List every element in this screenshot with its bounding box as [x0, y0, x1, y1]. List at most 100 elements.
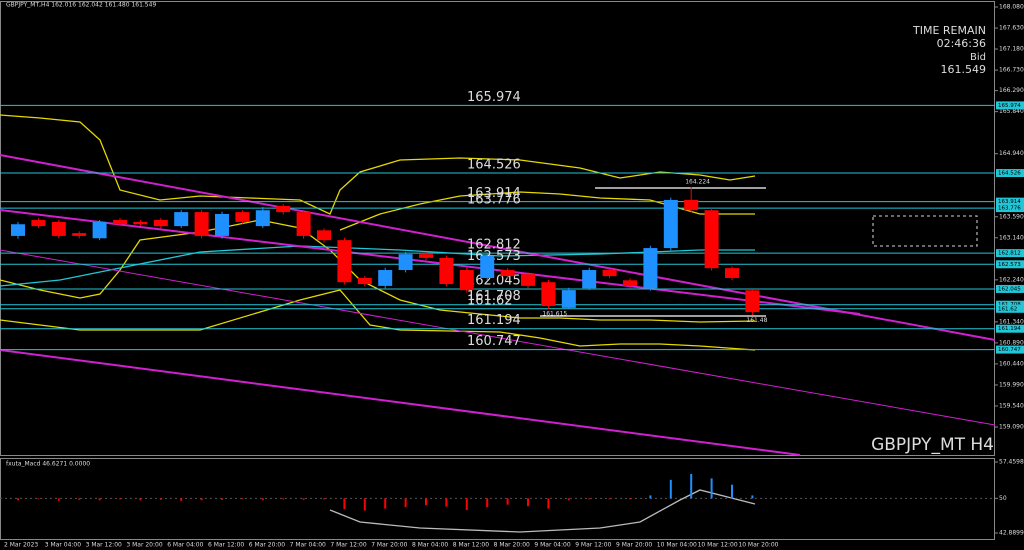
macd-bar: [241, 498, 244, 500]
candle-body: [704, 210, 719, 269]
y-tick-label: 163.590: [999, 213, 1024, 220]
candle-body: [296, 212, 311, 236]
candle-body: [174, 212, 189, 227]
candle-body: [255, 210, 270, 227]
y-tick-label: 160.440: [999, 360, 1024, 367]
x-tick-label: 9 Mar 04:00: [534, 542, 570, 549]
level-box: [996, 101, 1024, 110]
macd-bar: [710, 478, 713, 499]
x-tick-label: 7 Mar 12:00: [330, 542, 366, 549]
candle-body: [11, 224, 25, 236]
main-frame: [0, 1, 995, 456]
candle-body: [582, 270, 597, 289]
info-timer: 02:46:36: [937, 37, 986, 50]
candle-body: [561, 290, 576, 308]
sub-title: fxuta_Macd 46.6271 0.0000: [6, 461, 90, 468]
macd-bar: [17, 498, 19, 501]
macd-bar: [78, 498, 81, 500]
x-tick-label: 10 Mar 20:00: [738, 542, 778, 549]
macd-bar: [282, 498, 285, 500]
candle-body: [745, 290, 760, 313]
macd-bar: [588, 498, 591, 500]
macd-bar: [506, 498, 509, 505]
candle-body: [419, 254, 433, 258]
macd-bar: [731, 484, 733, 499]
x-tick-label: 9 Mar 12:00: [575, 542, 611, 549]
x-tick-label: 10 Mar 12:00: [698, 542, 738, 549]
y-tick-label: 167.180: [999, 46, 1024, 53]
macd-bar: [200, 498, 203, 501]
x-tick-label: 6 Mar 20:00: [249, 542, 285, 549]
candle-body: [480, 256, 495, 278]
macd-bar: [669, 479, 672, 499]
band-upper: [0, 114, 756, 215]
macd-bar: [404, 498, 407, 508]
x-tick-label: 8 Mar 04:00: [412, 542, 448, 549]
price-mark: 161.48: [746, 317, 767, 324]
level-label: 165.974: [467, 90, 521, 105]
level-box-label: 160.747: [998, 347, 1021, 353]
candle-body: [623, 280, 637, 286]
y-tick-label: 166.730: [999, 67, 1024, 74]
candle-body: [235, 212, 250, 222]
y-tick-label: 164.940: [999, 150, 1024, 157]
x-tick-label: 10 Mar 04:00: [657, 542, 697, 549]
y-tick-label: 168.080: [999, 4, 1024, 11]
macd-bar: [690, 473, 693, 499]
level-box-label: 161.62: [998, 306, 1017, 312]
macd-bar: [384, 498, 387, 509]
y-tick-label: 162.240: [999, 276, 1024, 283]
candle-body: [439, 257, 454, 285]
macd-bar: [608, 498, 611, 500]
x-tick-label: 7 Mar 20:00: [371, 542, 407, 549]
trendline: [0, 349, 801, 456]
candle-body: [602, 270, 617, 277]
candle-body: [72, 233, 87, 236]
candle-body: [643, 248, 658, 289]
macd-bar: [547, 498, 550, 509]
macd-bar: [425, 498, 427, 506]
candle-body: [357, 277, 372, 285]
macd-bar: [751, 495, 754, 499]
band-outer: [0, 289, 756, 351]
macd-bar: [37, 498, 40, 500]
candle-body: [541, 282, 556, 306]
candle-body: [31, 220, 46, 227]
candle-body: [317, 230, 331, 241]
price-mark: 164.224: [685, 179, 710, 186]
macd-bar: [527, 498, 529, 507]
level-box-label: 164.526: [998, 171, 1021, 177]
macd-bar: [221, 498, 223, 500]
macd-bar: [649, 495, 652, 499]
level-box: [996, 345, 1024, 354]
macd-bar: [363, 498, 366, 511]
candle-body: [153, 220, 168, 227]
candle-body: [459, 270, 474, 291]
x-tick-label: 9 Mar 20:00: [616, 542, 652, 549]
level-box-label: 162.812: [998, 251, 1021, 257]
level-label: 161.62: [467, 293, 513, 308]
level-label: 161.194: [467, 313, 521, 328]
level-box-label: 162.045: [998, 286, 1021, 292]
info-label: TIME REMAIN: [912, 24, 986, 37]
level-box: [996, 197, 1024, 206]
candle-body: [215, 213, 229, 236]
macd-bar: [465, 498, 468, 511]
level-box: [996, 169, 1024, 178]
watermark: GBPJPY_MT H4: [871, 435, 994, 455]
level-label: 164.526: [467, 158, 521, 173]
price-mark: 161.615: [542, 311, 567, 318]
y-tick-label: 159.990: [999, 381, 1024, 388]
level-label: 163.914: [467, 186, 521, 201]
candle-body: [500, 270, 515, 277]
x-tick-label: 3 Mar 20:00: [126, 542, 162, 549]
level-box-label: 163.914: [998, 199, 1021, 205]
y-tick-label: 167.630: [999, 25, 1024, 32]
y-tick-label: 57.4598: [999, 459, 1024, 466]
macd-bar: [486, 498, 489, 508]
macd-bar: [445, 498, 448, 507]
x-tick-label: 6 Mar 12:00: [208, 542, 244, 549]
x-tick-label: 8 Mar 20:00: [494, 542, 530, 549]
level-box-label: 162.573: [998, 262, 1021, 268]
